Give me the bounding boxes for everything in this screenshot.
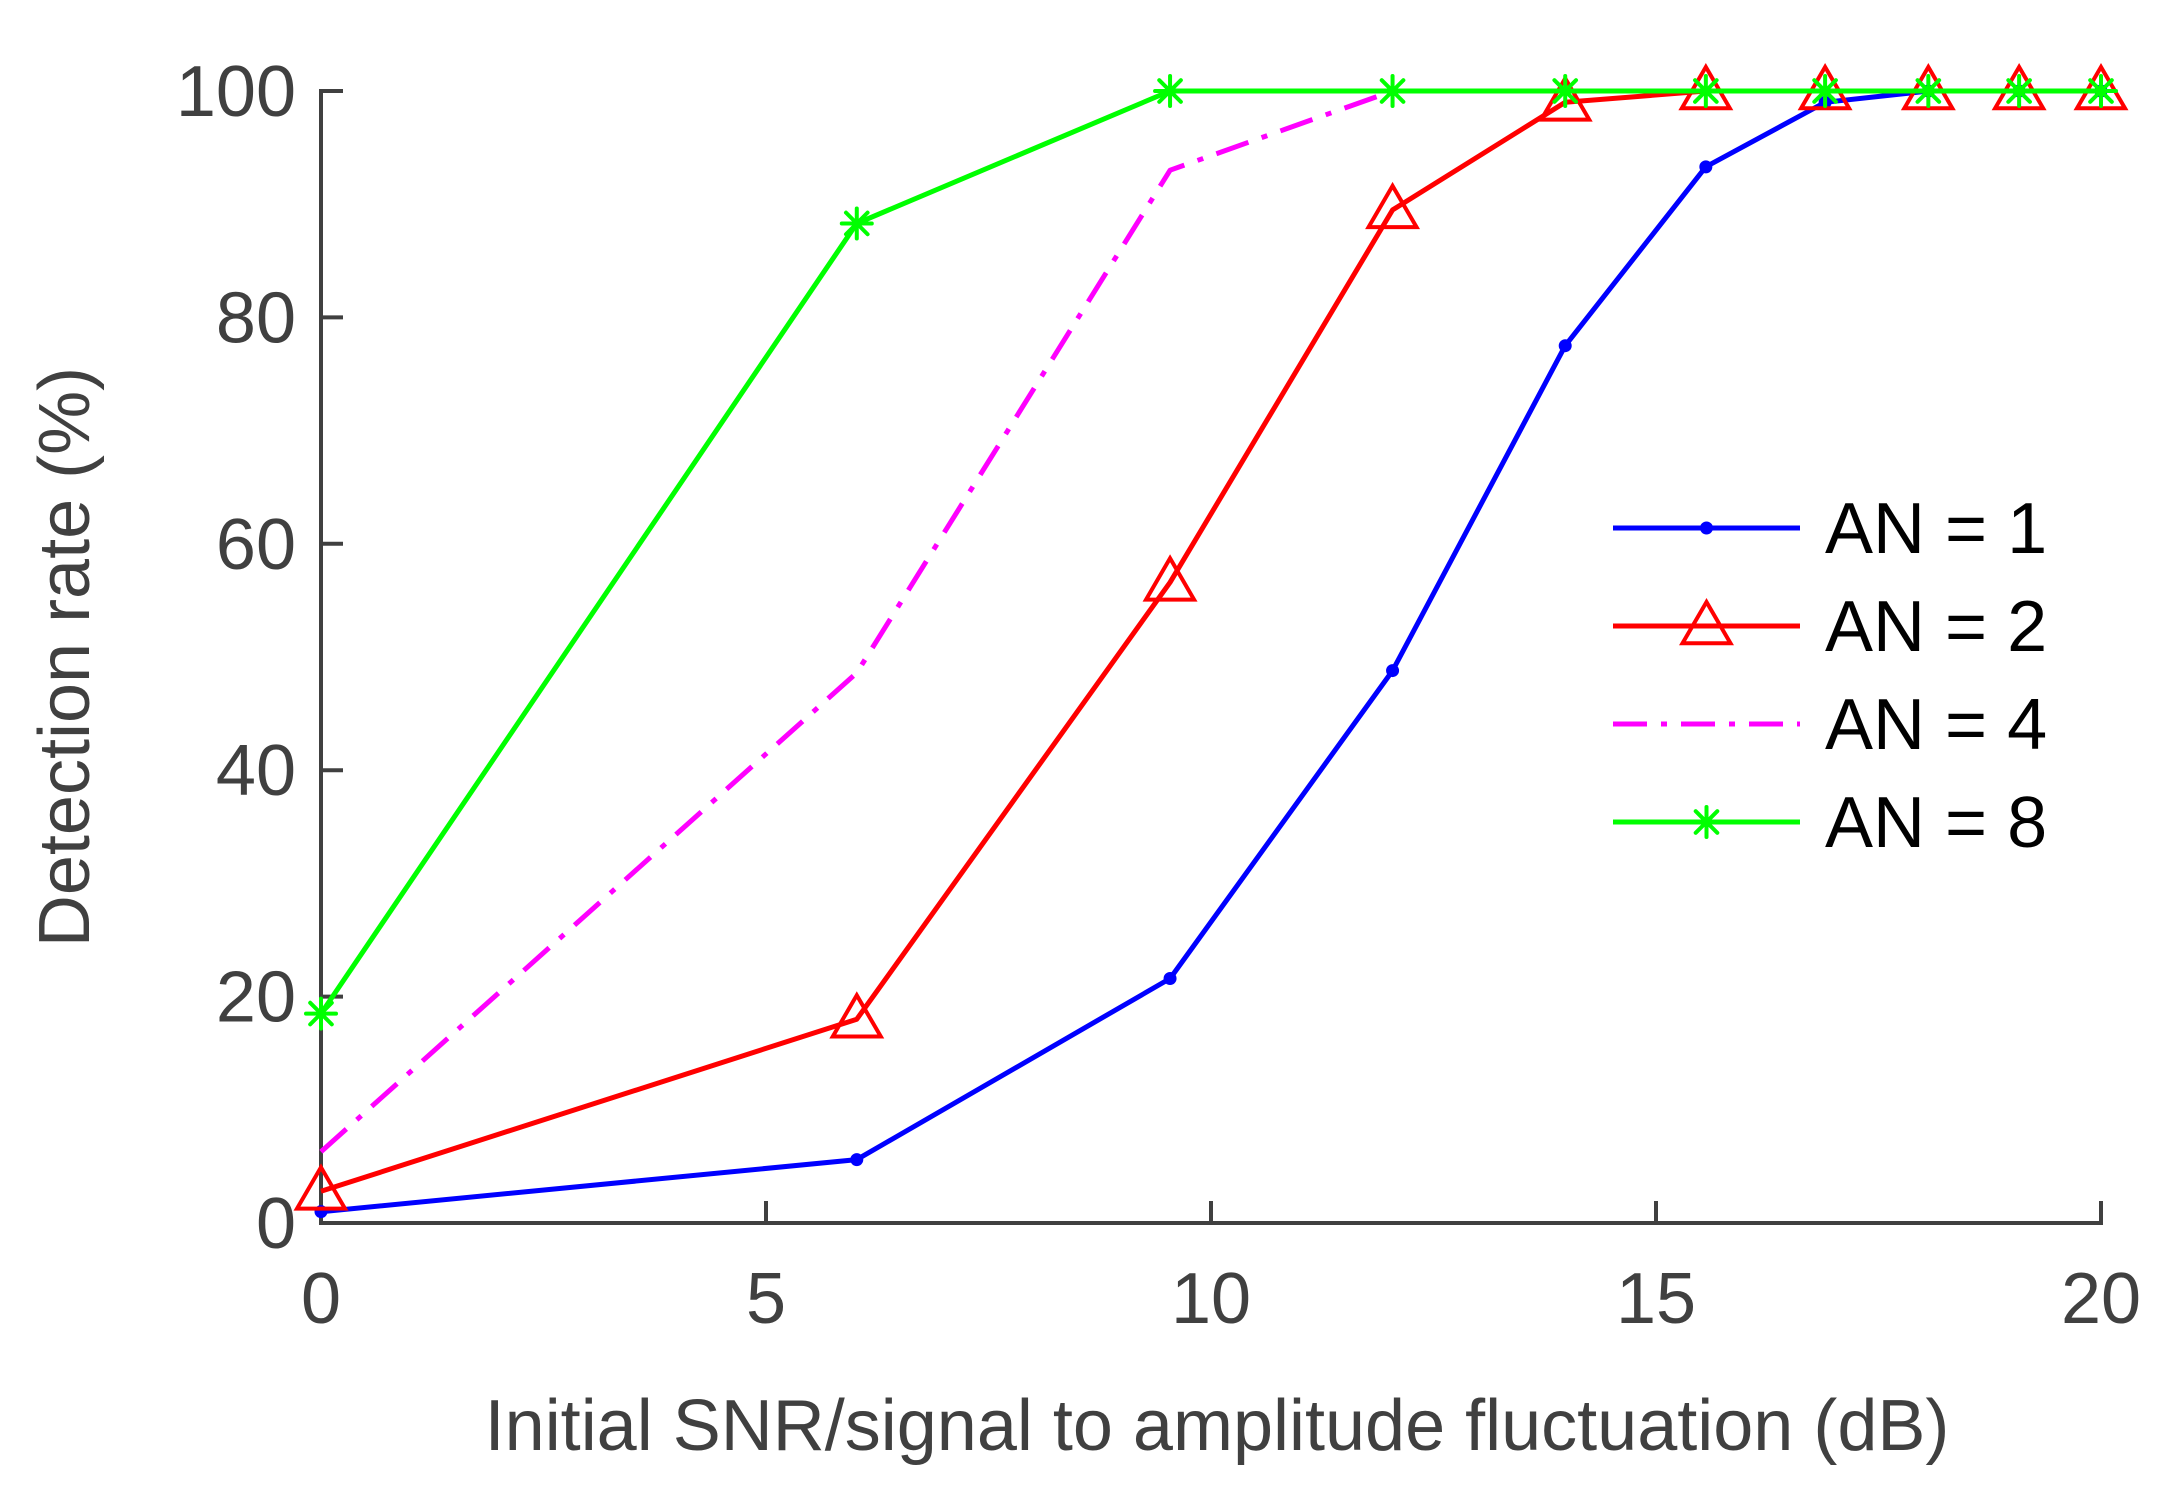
y-tick-label: 100 (176, 52, 296, 132)
legend-item: AN = 4 (1613, 685, 2047, 765)
axes: 0 5 10 15 20 0 20 40 60 80 100 (176, 52, 2141, 1339)
asterisk-stroke (1379, 78, 1406, 104)
data-point-marker (1699, 160, 1713, 174)
x-tick-label: 15 (1616, 1259, 1696, 1339)
x-tick-label: 10 (1171, 1259, 1251, 1339)
data-point-marker (1153, 74, 1188, 108)
data-point-marker (1142, 554, 1198, 602)
legend-item: AN = 2 (1613, 587, 2047, 667)
asterisk-stroke (1812, 78, 1838, 104)
asterisk-stroke (1915, 78, 1942, 104)
data-point-marker (850, 1153, 864, 1167)
data-point-marker (1375, 74, 1410, 108)
series-4 (304, 74, 2118, 1031)
asterisk-stroke (1157, 78, 1183, 104)
data-point-marker (293, 1163, 349, 1211)
y-tick-label: 40 (216, 731, 296, 811)
data-point-marker (1537, 74, 1593, 122)
data-point-marker (1797, 63, 1853, 111)
data-point-marker (1808, 74, 1843, 108)
y-tick-label: 20 (216, 958, 296, 1038)
legend-item: AN = 1 (1613, 489, 2047, 569)
plot-area (293, 63, 2129, 1219)
y-tick-label: 0 (256, 1184, 296, 1264)
data-point-marker (1700, 521, 1713, 535)
y-axis-label: Detection rate (%) (25, 367, 105, 947)
y-tick-label: 80 (216, 278, 296, 358)
data-point-marker (1365, 181, 1421, 230)
data-point-marker (2002, 74, 2037, 108)
asterisk-stroke (1693, 809, 1720, 835)
data-point-marker (1386, 664, 1400, 678)
asterisk-stroke (1552, 78, 1579, 104)
data-point-marker (1678, 63, 1734, 111)
legend-label: AN = 8 (1825, 783, 2047, 863)
legend: AN = 1 AN = 2 AN = 4 AN = 8 (1613, 489, 2047, 863)
data-point-marker (1689, 805, 1724, 839)
data-point-marker (1163, 971, 1177, 985)
asterisk-stroke (1693, 78, 1719, 104)
data-point-marker (1911, 74, 1946, 108)
asterisk-stroke (308, 1000, 334, 1027)
data-point-marker (1900, 63, 1956, 111)
data-point-marker (1688, 74, 1723, 108)
data-point-marker (1548, 74, 1583, 108)
x-tick-label: 20 (2061, 1259, 2141, 1339)
data-point-marker (1991, 63, 2047, 111)
legend-label: AN = 2 (1825, 587, 2047, 667)
data-point-marker (1679, 598, 1734, 646)
data-point-marker (2084, 74, 2118, 108)
data-point-marker (829, 991, 885, 1039)
legend-label: AN = 1 (1825, 489, 2047, 569)
x-tick-label: 5 (746, 1259, 786, 1339)
data-point-marker (2073, 63, 2129, 111)
asterisk-stroke (2088, 78, 2114, 104)
asterisk-stroke (2006, 78, 2032, 104)
data-point-marker (839, 206, 874, 241)
series-line (318, 88, 2101, 1016)
asterisk-stroke (843, 210, 870, 237)
data-point-marker (304, 996, 338, 1031)
y-tick-label: 60 (216, 505, 296, 585)
data-point-marker (1558, 339, 1572, 353)
legend-label: AN = 4 (1825, 685, 2047, 765)
x-axis-label: Initial SNR/signal to amplitude fluctuat… (485, 1386, 1950, 1466)
legend-item: AN = 8 (1613, 783, 2047, 863)
x-tick-label: 0 (301, 1259, 341, 1339)
